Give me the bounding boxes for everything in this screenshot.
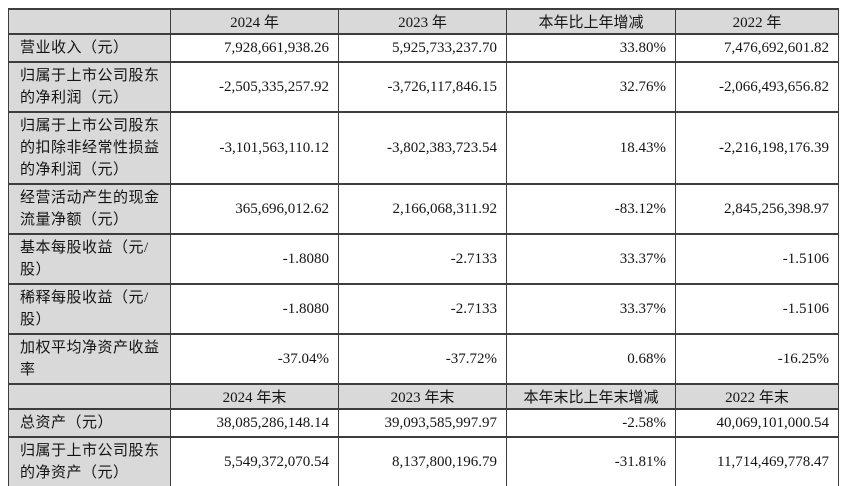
value-cell: -83.12% bbox=[506, 183, 676, 235]
value-cell: 8,137,800,196.79 bbox=[338, 436, 507, 486]
value-cell: 33.37% bbox=[506, 283, 676, 335]
row-label-cell: 营业收入（元） bbox=[8, 33, 171, 63]
column-header-cell: 2023 年末 bbox=[338, 383, 507, 410]
value-cell: -2,066,493,656.82 bbox=[675, 61, 839, 113]
value-cell: 7,476,692,601.82 bbox=[675, 33, 839, 63]
value-cell: -2.7133 bbox=[338, 283, 507, 335]
value-cell: 2,166,068,311.92 bbox=[338, 183, 507, 235]
value-cell: 33.37% bbox=[506, 233, 676, 285]
value-cell: 5,925,733,237.70 bbox=[338, 33, 507, 63]
value-cell: 0.68% bbox=[506, 333, 676, 385]
column-header-cell: 2023 年 bbox=[338, 8, 507, 35]
value-cell: 365,696,012.62 bbox=[170, 183, 339, 235]
table-row: 归属于上市公司股东 的扣除非经常性损益 的净利润（元） -3,101,563,11… bbox=[8, 111, 839, 185]
value-cell: -3,101,563,110.12 bbox=[170, 111, 339, 185]
value-cell: 32.76% bbox=[506, 61, 676, 113]
period-header-row: 2024 年末 2023 年末 本年末比上年末增减 2022 年末 bbox=[8, 383, 839, 410]
value-cell: -37.72% bbox=[338, 333, 507, 385]
table-row: 经营活动产生的现金 流量净额（元） 365,696,012.62 2,166,068… bbox=[8, 183, 839, 235]
row-label-cell: 加权平均净资产收益 率 bbox=[8, 333, 171, 385]
value-cell: -2,216,198,176.39 bbox=[675, 111, 839, 185]
value-cell: 11,714,469,778.47 bbox=[675, 436, 839, 486]
column-header-cell: 2024 年末 bbox=[170, 383, 339, 410]
value-cell: 39,093,585,997.97 bbox=[338, 408, 507, 438]
row-label-cell: 稀释每股收益（元/ 股） bbox=[8, 283, 171, 335]
table-row: 营业收入（元） 7,928,661,938.26 5,925,733,237.70 3… bbox=[8, 33, 839, 63]
column-header-cell: 2022 年末 bbox=[675, 383, 839, 410]
column-header-cell: 本年末比上年末增减 bbox=[506, 383, 676, 410]
value-cell: -1.8080 bbox=[170, 283, 339, 335]
value-cell: -2,505,335,257.92 bbox=[170, 61, 339, 113]
row-label-cell: 经营活动产生的现金 流量净额（元） bbox=[8, 183, 171, 235]
table-row: 归属于上市公司股东 的净资产（元） 5,549,372,070.54 8,137,8… bbox=[8, 436, 839, 486]
value-cell: 2,845,256,398.97 bbox=[675, 183, 839, 235]
value-cell: -1.5106 bbox=[675, 233, 839, 285]
value-cell: 7,928,661,938.26 bbox=[170, 33, 339, 63]
column-header-cell: 2022 年 bbox=[675, 8, 839, 35]
column-header-cell: 2024 年 bbox=[170, 8, 339, 35]
value-cell: -3,726,117,846.15 bbox=[338, 61, 507, 113]
row-label-cell: 归属于上市公司股东 的扣除非经常性损益 的净利润（元） bbox=[8, 111, 171, 185]
value-cell: -2.7133 bbox=[338, 233, 507, 285]
corner-cell bbox=[8, 383, 171, 410]
table-row: 总资产（元） 38,085,286,148.14 39,093,585,997.97… bbox=[8, 408, 839, 438]
row-label-cell: 归属于上市公司股东 的净利润（元） bbox=[8, 61, 171, 113]
table-row: 归属于上市公司股东 的净利润（元） -2,505,335,257.92 -3,726… bbox=[8, 61, 839, 113]
value-cell: -37.04% bbox=[170, 333, 339, 385]
row-label-cell: 归属于上市公司股东 的净资产（元） bbox=[8, 436, 171, 486]
value-cell: 38,085,286,148.14 bbox=[170, 408, 339, 438]
column-header-cell: 本年比上年增减 bbox=[506, 8, 676, 35]
value-cell: 40,069,101,000.54 bbox=[675, 408, 839, 438]
value-cell: 18.43% bbox=[506, 111, 676, 185]
period-header-row: 2024 年 2023 年本年比上年增减 2022 年 bbox=[8, 8, 839, 35]
value-cell: 33.80% bbox=[506, 33, 676, 63]
financial-summary-table: 2024 年 2023 年本年比上年增减 2022 年营业收入（元） 7,928,66… bbox=[8, 8, 839, 486]
value-cell: -31.81% bbox=[506, 436, 676, 486]
value-cell: -16.25% bbox=[675, 333, 839, 385]
value-cell: 5,549,372,070.54 bbox=[170, 436, 339, 486]
value-cell: -1.8080 bbox=[170, 233, 339, 285]
corner-cell bbox=[8, 8, 171, 35]
row-label-cell: 总资产（元） bbox=[8, 408, 171, 438]
row-label-cell: 基本每股收益（元/ 股） bbox=[8, 233, 171, 285]
table-row: 稀释每股收益（元/ 股） -1.8080 -2.7133 33.37% -1.5106 bbox=[8, 283, 839, 335]
value-cell: -2.58% bbox=[506, 408, 676, 438]
table-row: 基本每股收益（元/ 股） -1.8080 -2.7133 33.37% -1.5106 bbox=[8, 233, 839, 285]
table-row: 加权平均净资产收益 率 -37.04% -37.72% 0.68% -16.25% bbox=[8, 333, 839, 385]
value-cell: -1.5106 bbox=[675, 283, 839, 335]
value-cell: -3,802,383,723.54 bbox=[338, 111, 507, 185]
